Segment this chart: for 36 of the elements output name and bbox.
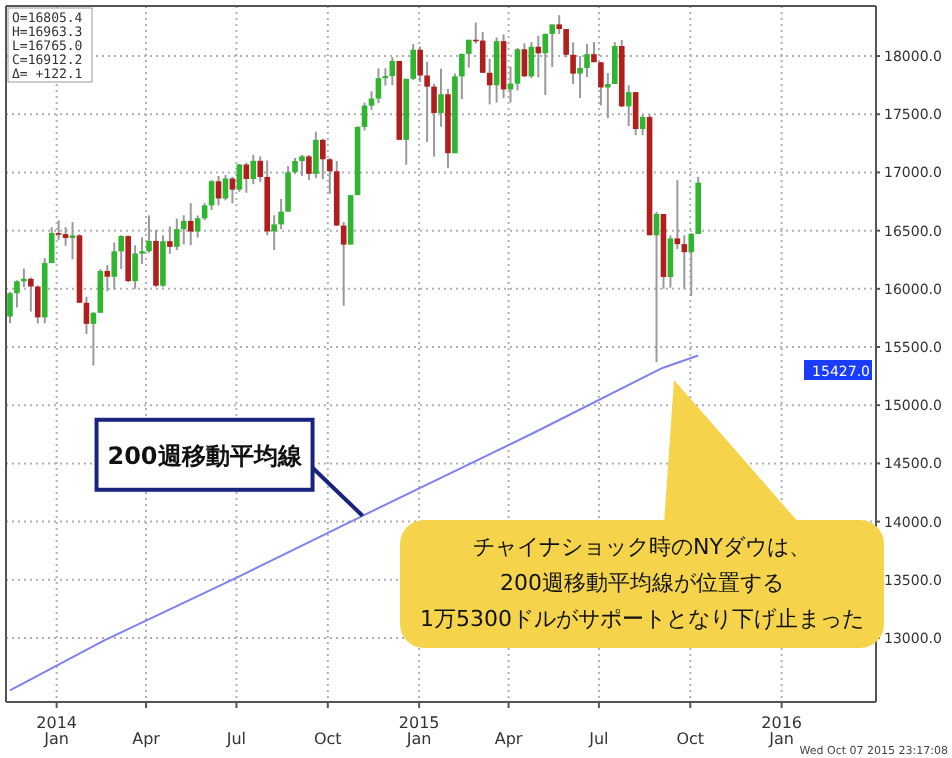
candlestick [125,234,131,284]
candlestick [34,284,41,325]
candlestick [160,234,166,289]
candlestick [132,244,138,290]
candlestick [104,264,111,293]
candlestick [313,130,319,180]
candlestick [375,67,382,105]
x-tick-label: Apr [494,730,524,748]
candlestick [299,153,305,177]
candlestick [625,84,632,127]
candlestick [174,217,180,252]
x-tick-label: Apr [132,730,162,748]
candlestick [167,225,173,255]
x-tick-label: 2016 Jan [761,714,803,748]
candlestick [542,32,549,97]
candlestick [69,221,76,261]
candlestick [111,241,118,291]
candlestick [222,174,229,202]
x-tick-label: Oct [313,730,342,748]
candlestick [215,174,222,207]
text: 200週移動平均線 [107,441,304,470]
annotation: チャイナショック時のNYダウは、 200週移動平均線が位置する 1万5300ドルがサポートとなり下げ止まった [420,534,864,632]
candlestick [62,226,69,247]
x-tick-label: Jul [587,730,609,748]
candlestick [306,153,312,182]
candlestick [250,153,257,186]
candlestick [187,202,194,247]
candlestick [180,214,187,246]
x-tick-label: 2015 Jan [398,714,440,748]
x-tick-label: 2014 Jan [36,714,78,748]
x-tick-label: Oct [676,730,705,748]
candlestick [438,67,444,128]
candlestick [549,23,556,69]
candlestick [55,219,62,241]
candlestick [229,175,236,205]
x-tick-label: Jul [224,730,247,748]
